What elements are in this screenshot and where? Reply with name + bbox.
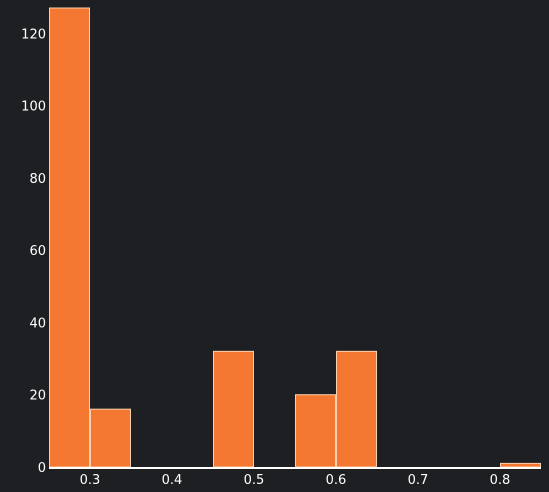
histogram-bar-1 (90, 408, 131, 468)
y-tick-label: 20 (29, 389, 46, 404)
y-tick-label: 40 (29, 316, 46, 331)
histogram-bar-0 (49, 7, 90, 468)
histogram-bar-6 (295, 394, 336, 468)
x-tick-label: 0.6 (326, 473, 347, 488)
x-tick-label: 0.3 (80, 473, 101, 488)
y-tick-label: 80 (29, 172, 46, 187)
histogram-bar-7 (336, 350, 377, 468)
y-tick-label: 120 (21, 27, 46, 42)
histogram-bar-11 (500, 462, 541, 468)
y-axis-ticks: 0 20 40 60 80 100 120 (21, 27, 46, 476)
x-tick-label: 0.8 (490, 473, 511, 488)
bars-layer (49, 7, 541, 468)
x-tick-label: 0.5 (244, 473, 265, 488)
x-axis-ticks: 0.3 0.4 0.5 0.6 0.7 0.8 (80, 473, 511, 488)
histogram-bar-4 (213, 350, 254, 468)
y-tick-label: 100 (21, 100, 46, 115)
x-tick-label: 0.7 (408, 473, 429, 488)
y-tick-label: 60 (29, 244, 46, 259)
x-tick-label: 0.4 (162, 473, 183, 488)
y-tick-label: 0 (38, 461, 46, 476)
